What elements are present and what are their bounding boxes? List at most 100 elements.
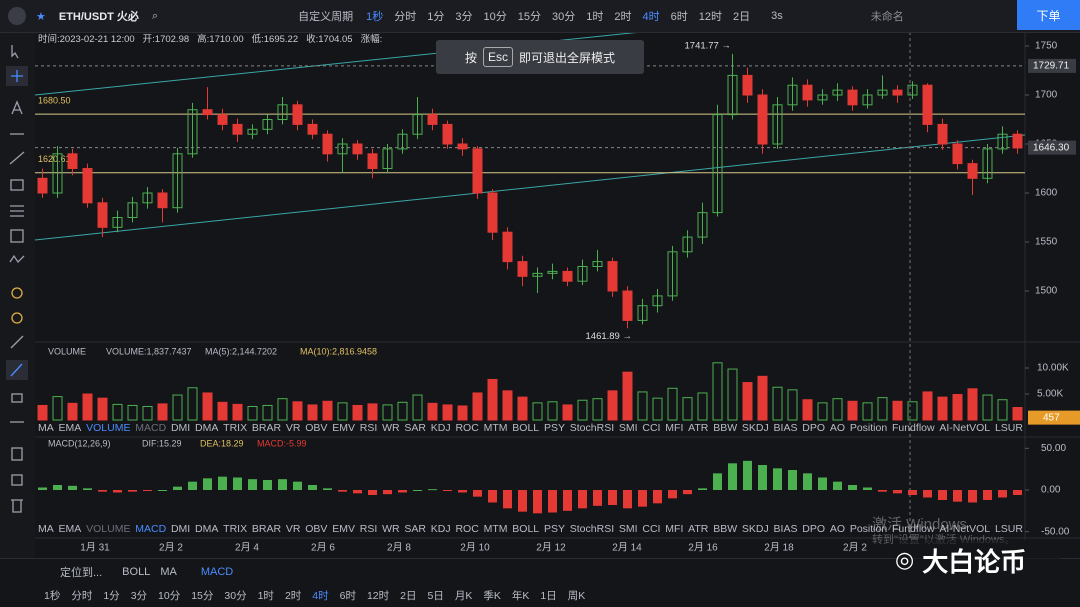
indicator-tab[interactable]: TRIX <box>223 422 248 434</box>
indicator-tab[interactable]: OBV <box>305 422 328 434</box>
text-icon[interactable] <box>11 100 23 115</box>
period-option[interactable]: 10分 <box>483 11 507 23</box>
indicator-tab[interactable]: ROC <box>455 523 479 535</box>
indicator-tab[interactable]: BBW <box>713 422 738 434</box>
bottom-tool[interactable]: 定位到... <box>60 567 103 579</box>
indicator-tab[interactable]: RSI <box>359 422 378 434</box>
bottom-period[interactable]: 1时 <box>257 589 274 602</box>
layout-name[interactable]: 未命名 <box>870 11 904 23</box>
indicator-tab[interactable]: VR <box>285 422 301 434</box>
indicator-tab[interactable]: PSY <box>543 422 565 434</box>
bottom-period[interactable]: 5日 <box>427 589 444 602</box>
indicator-tab[interactable]: VOLUME <box>86 523 131 535</box>
indicator-tab[interactable]: ATR <box>688 422 709 434</box>
bottom-period[interactable]: 12时 <box>366 589 390 602</box>
indicator-tab[interactable]: VOLUME <box>86 422 131 434</box>
bottom-period[interactable]: 3分 <box>130 589 148 602</box>
period-option[interactable]: 15分 <box>517 11 541 23</box>
period-option[interactable]: 1时 <box>586 11 604 23</box>
bottom-period[interactable]: 分时 <box>71 589 93 602</box>
indicator-tab[interactable]: StochRSI <box>569 422 615 434</box>
indicator-tab[interactable]: EMA <box>58 422 82 434</box>
indicator-tab[interactable]: BRAR <box>251 523 282 535</box>
indicator-tab[interactable]: CCI <box>642 523 661 535</box>
bottom-period[interactable]: 30分 <box>224 589 247 602</box>
period-option[interactable]: 2日 <box>732 11 751 23</box>
indicator-tab[interactable]: DMI <box>170 422 191 434</box>
favorite-icon[interactable]: ★ <box>36 10 46 23</box>
indicator-tab[interactable]: MTM <box>483 422 508 434</box>
bottom-period[interactable]: 1秒 <box>44 589 61 602</box>
indicator-tab[interactable]: MTM <box>483 523 508 535</box>
indicator-tab[interactable]: AO <box>829 523 846 535</box>
indicator-tab[interactable]: EMV <box>332 422 355 434</box>
indicator-tab[interactable]: OBV <box>305 523 328 535</box>
indicator-tab[interactable]: ROC <box>455 422 479 434</box>
indicator-tab[interactable]: SMI <box>618 422 638 434</box>
bottom-period[interactable]: 10分 <box>158 589 181 602</box>
bottom-period[interactable]: 15分 <box>191 589 214 602</box>
indicator-tab[interactable]: MACD <box>135 422 167 434</box>
pen-icon[interactable] <box>10 363 23 377</box>
indicator-tab[interactable]: PSY <box>543 523 565 535</box>
period-option[interactable]: 4时 <box>642 11 660 23</box>
refresh[interactable]: 3s <box>771 10 783 22</box>
ray-icon[interactable] <box>9 151 25 165</box>
period-option[interactable]: 12时 <box>698 11 722 23</box>
indicator-tab[interactable]: BIAS <box>773 422 798 434</box>
indicator-tab[interactable]: MA <box>38 422 54 434</box>
bottom-tool[interactable]: MACD <box>200 566 234 578</box>
bottom-period[interactable]: 4时 <box>312 589 329 602</box>
bottom-period[interactable]: 年K <box>511 589 530 602</box>
period-option[interactable]: 1秒 <box>366 11 384 23</box>
grid-icon[interactable] <box>10 229 24 243</box>
indicator-tab[interactable]: KDJ <box>430 422 451 434</box>
indicator-tab[interactable]: SMI <box>618 523 638 535</box>
indicator-tab[interactable]: TRIX <box>223 523 248 535</box>
indicator-tab[interactable]: MFI <box>665 523 684 535</box>
indicator-tab[interactable]: MFI <box>665 422 684 434</box>
bottom-tool[interactable]: MA <box>160 566 177 578</box>
indicator-tab[interactable]: BRAR <box>251 422 282 434</box>
symbol[interactable]: ETH/USDT 火必 <box>58 11 139 23</box>
period-menu[interactable]: 自定义周期 <box>298 11 354 23</box>
indicator-tab[interactable]: SKDJ <box>741 523 769 535</box>
bottom-period[interactable]: 周K <box>567 589 586 602</box>
indicator-tab[interactable]: DPO <box>802 422 826 434</box>
indicator-tab[interactable]: MACD <box>135 523 167 535</box>
indicator-tab[interactable]: Position <box>849 422 888 434</box>
indicator-tab[interactable]: SAR <box>404 523 426 535</box>
indicator-tab[interactable]: CCI <box>642 422 661 434</box>
indicator-tab[interactable]: BOLL <box>512 523 540 535</box>
indicator-tab[interactable]: DMA <box>195 523 219 535</box>
indicator-tab[interactable]: StochRSI <box>569 523 615 535</box>
indicator-tab[interactable]: DMA <box>195 422 219 434</box>
fib-icon[interactable] <box>10 205 24 217</box>
indicator-tab[interactable]: RSI <box>359 523 378 535</box>
indicator-tab[interactable]: DMI <box>170 523 191 535</box>
list-icon[interactable] <box>11 447 23 461</box>
indicator-tab[interactable]: KDJ <box>430 523 451 535</box>
cursor-icon[interactable] <box>11 45 19 59</box>
indicator-tab[interactable]: WR <box>382 422 400 434</box>
bottom-period[interactable]: 2时 <box>284 589 302 602</box>
bottom-period[interactable]: 1分 <box>103 589 120 602</box>
ruler-icon[interactable] <box>10 335 24 349</box>
indicator-tab[interactable]: SKDJ <box>741 422 769 434</box>
indicator-tab[interactable]: BBW <box>713 523 738 535</box>
indicator-tab[interactable]: DPO <box>802 523 826 535</box>
indicator-tab[interactable]: EMV <box>332 523 355 535</box>
magnet2-icon[interactable] <box>11 312 23 324</box>
indicator-tab[interactable]: SAR <box>404 422 426 434</box>
indicator-tab[interactable]: VR <box>285 523 301 535</box>
lock-icon[interactable] <box>11 393 23 403</box>
period-option[interactable]: 3分 <box>455 11 473 23</box>
indicator-tab[interactable]: ATR <box>688 523 709 535</box>
settings-icon[interactable] <box>11 474 23 486</box>
magnet-icon[interactable] <box>11 287 23 299</box>
indicator-tab[interactable]: WR <box>382 523 400 535</box>
period-option[interactable]: 分时 <box>394 11 417 23</box>
indicator-tab[interactable]: Fundflow <box>891 523 935 535</box>
bottom-period[interactable]: 月K <box>454 589 473 602</box>
indicator-tab[interactable]: AO <box>829 422 846 434</box>
